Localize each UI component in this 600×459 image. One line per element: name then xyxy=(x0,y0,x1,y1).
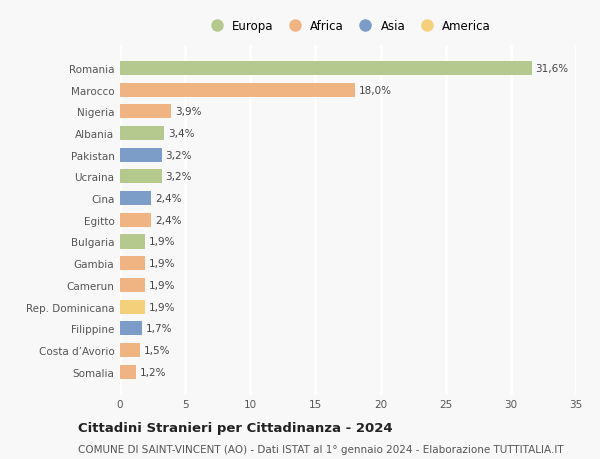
Bar xyxy=(120,213,151,227)
Text: 3,4%: 3,4% xyxy=(168,129,195,139)
Bar xyxy=(120,127,164,141)
Text: 2,4%: 2,4% xyxy=(155,194,182,204)
Bar xyxy=(120,170,161,184)
Text: 1,9%: 1,9% xyxy=(149,237,175,247)
Text: 2,4%: 2,4% xyxy=(155,215,182,225)
Text: 1,9%: 1,9% xyxy=(149,258,175,269)
Legend: Europa, Africa, Asia, America: Europa, Africa, Asia, America xyxy=(202,17,494,37)
Bar xyxy=(120,105,171,119)
Bar xyxy=(120,257,145,271)
Bar xyxy=(120,300,145,314)
Bar xyxy=(120,62,532,76)
Text: 31,6%: 31,6% xyxy=(536,64,569,74)
Text: 1,9%: 1,9% xyxy=(149,280,175,290)
Bar xyxy=(120,148,161,162)
Bar xyxy=(120,192,151,206)
Bar xyxy=(120,278,145,292)
Bar xyxy=(120,365,136,379)
Text: 1,7%: 1,7% xyxy=(146,324,173,334)
Text: COMUNE DI SAINT-VINCENT (AO) - Dati ISTAT al 1° gennaio 2024 - Elaborazione TUTT: COMUNE DI SAINT-VINCENT (AO) - Dati ISTA… xyxy=(78,444,563,454)
Text: 3,2%: 3,2% xyxy=(166,151,192,160)
Bar xyxy=(120,321,142,336)
Text: Cittadini Stranieri per Cittadinanza - 2024: Cittadini Stranieri per Cittadinanza - 2… xyxy=(78,421,392,434)
Bar xyxy=(120,343,140,357)
Bar xyxy=(120,235,145,249)
Text: 3,2%: 3,2% xyxy=(166,172,192,182)
Text: 1,5%: 1,5% xyxy=(143,345,170,355)
Text: 1,9%: 1,9% xyxy=(149,302,175,312)
Text: 3,9%: 3,9% xyxy=(175,107,201,117)
Text: 1,2%: 1,2% xyxy=(140,367,166,377)
Bar xyxy=(120,84,355,97)
Text: 18,0%: 18,0% xyxy=(358,85,391,95)
